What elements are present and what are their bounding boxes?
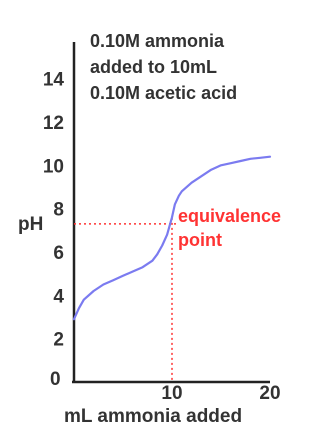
x-tick-label: 20 — [259, 383, 280, 404]
y-tick-label: 12 — [43, 113, 64, 134]
title-line-1: 0.10M ammonia — [90, 31, 225, 51]
y-tick-labels: 2 4 6 8 10 12 14 — [43, 70, 65, 351]
equivalence-labels: equivalence point — [178, 206, 281, 250]
y-tick-label: 4 — [53, 286, 64, 307]
y-axis-label: pH — [18, 214, 43, 235]
x-tick-label: 10 — [161, 383, 182, 404]
equivalence-point-label-line: point — [178, 230, 222, 250]
series-layer — [72, 155, 272, 321]
y-tick-label: 10 — [43, 156, 64, 177]
x-tick-labels: 10 20 — [161, 383, 280, 404]
y-tick-label: 2 — [53, 330, 64, 351]
titration-curve — [72, 155, 272, 321]
title-line-2: added to 10mL — [90, 57, 217, 77]
y-tick-label: 8 — [53, 200, 64, 221]
x-axis-label: mL ammonia added — [64, 406, 242, 427]
y-tick-label: 14 — [43, 70, 65, 91]
y-tick-label: 6 — [53, 243, 64, 264]
equivalence-point-label-line: equivalence — [178, 206, 281, 226]
title-line-3: 0.10M acetic acid — [90, 83, 237, 103]
origin-tick-label: 0 — [50, 369, 61, 390]
equivalence-reference-lines — [74, 217, 176, 382]
